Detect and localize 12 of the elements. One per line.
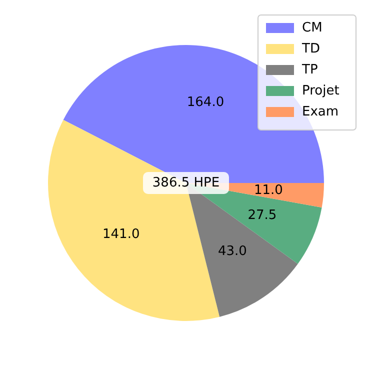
pie-slice — [48, 120, 220, 321]
text: 386.5 HPE — [152, 176, 220, 190]
data-label: 11.0 — [254, 182, 283, 198]
data-label: 141.0 — [102, 226, 140, 242]
legend-label: TD — [301, 42, 320, 56]
data-label: 43.0 — [218, 244, 247, 260]
legend-label: Projet — [302, 84, 340, 98]
data-label: 164.0 — [186, 95, 224, 110]
legend-label: TP — [301, 62, 318, 78]
data-label: 27.5 — [248, 208, 277, 223]
legend-label: Exam — [302, 104, 339, 120]
legend-label: CM — [302, 20, 322, 36]
